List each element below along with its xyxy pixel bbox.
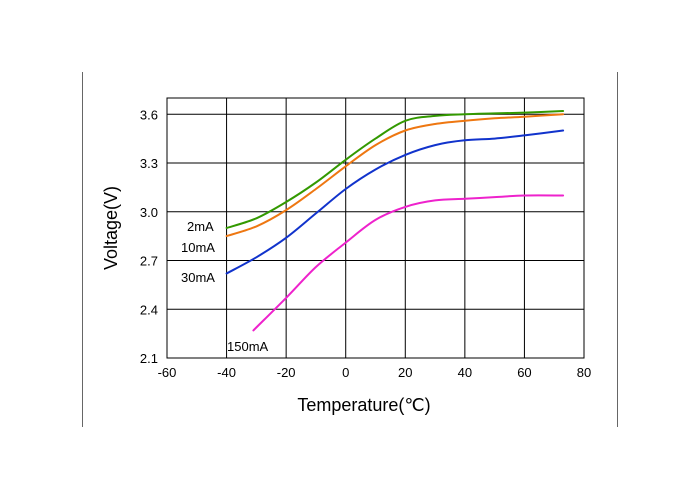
x-tick-label: 20 — [398, 365, 412, 380]
left-frame-line — [82, 72, 83, 427]
x-tick-label: 80 — [577, 365, 591, 380]
y-tick-label: 3.6 — [140, 107, 158, 122]
x-tick-labels: -60 -40 -20 0 20 40 60 80 — [158, 365, 592, 380]
x-tick-label: -60 — [158, 365, 177, 380]
x-axis-label: Temperature(℃) — [297, 395, 430, 415]
grid — [167, 98, 584, 358]
y-tick-label: 3.3 — [140, 156, 158, 171]
y-tick-label: 3.0 — [140, 205, 158, 220]
x-tick-label: 0 — [342, 365, 349, 380]
x-tick-label: -40 — [217, 365, 236, 380]
y-tick-label: 2.4 — [140, 302, 158, 317]
series-line-2ma — [225, 110, 565, 229]
y-axis-label: Voltage(V) — [101, 186, 121, 270]
x-tick-label: -20 — [277, 365, 296, 380]
series-lines — [225, 110, 565, 332]
series-label-150ma: 150mA — [227, 339, 269, 354]
series-label-10ma: 10mA — [181, 240, 215, 255]
plot-area — [167, 98, 584, 358]
x-tick-label: 40 — [458, 365, 472, 380]
series-label-30ma: 30mA — [181, 270, 215, 285]
series-labels: 2mA 10mA 30mA 150mA — [181, 219, 269, 354]
series-line-30ma — [225, 129, 565, 275]
y-tick-label: 2.7 — [140, 254, 158, 269]
y-tick-labels: 2.1 2.4 2.7 3.0 3.3 3.6 — [140, 107, 158, 366]
series-line-10ma — [225, 113, 565, 238]
y-tick-label: 2.1 — [140, 351, 158, 366]
series-label-2ma: 2mA — [187, 219, 214, 234]
x-tick-label: 60 — [517, 365, 531, 380]
right-frame-line — [617, 72, 618, 427]
plot-frame — [166, 97, 585, 359]
series-line-150ma — [252, 194, 565, 332]
